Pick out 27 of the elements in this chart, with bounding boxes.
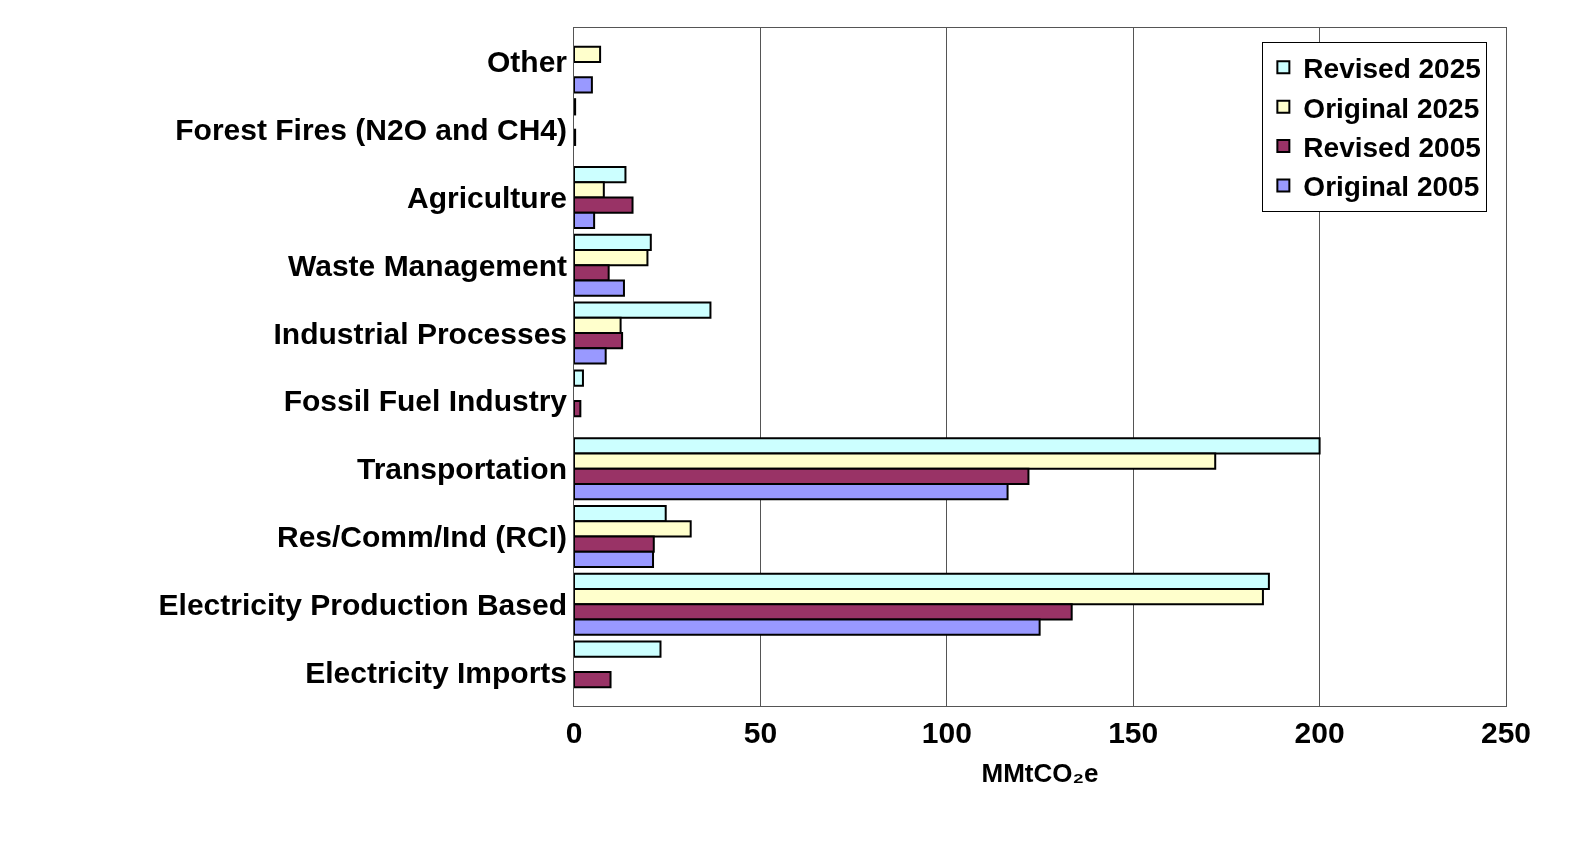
legend-label: Revised 2025	[1303, 53, 1481, 85]
y-tick-label: Forest Fires (N2O and CH4)	[175, 113, 567, 147]
y-tick-label: Waste Management	[288, 248, 568, 282]
y-tick-label: Industrial Processes	[273, 316, 567, 350]
y-tick-label: Electricity Imports	[305, 655, 567, 689]
bar	[574, 45, 602, 63]
x-tick-label: 200	[1294, 716, 1345, 749]
bar	[574, 369, 584, 387]
y-tick-label: Agriculture	[406, 181, 567, 214]
bar	[574, 671, 612, 689]
x-tick-label: 250	[1480, 716, 1532, 749]
legend-label: Original 2025	[1303, 92, 1480, 124]
bar	[574, 399, 582, 418]
x-tick-label: 50	[743, 716, 778, 749]
x-axis-title: MMtCO₂e	[981, 757, 1099, 788]
y-tick-label: Transportation	[356, 452, 567, 486]
y-tick-label: Res/Comm/Ind (RCI)	[276, 520, 567, 553]
x-tick-label: 0	[565, 716, 583, 749]
x-tick-label: 150	[1108, 716, 1159, 749]
bar	[574, 76, 593, 94]
y-tick-label: Fossil Fuel Industry	[283, 384, 568, 418]
bar	[574, 640, 662, 658]
y-tick-label: Electricity Production Based	[158, 587, 567, 621]
y-tick-label: Other	[486, 45, 568, 79]
legend-label: Original 2005	[1303, 171, 1480, 203]
legend-label: Revised 2005	[1303, 131, 1481, 163]
x-tick-label: 100	[921, 716, 972, 749]
